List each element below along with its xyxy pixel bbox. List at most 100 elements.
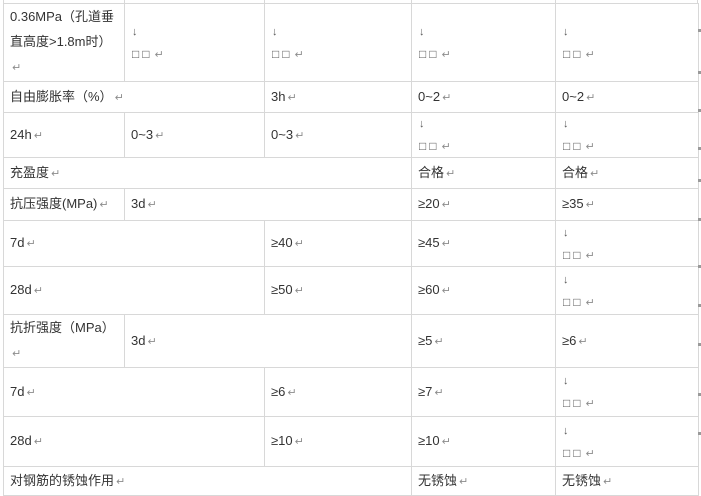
cell-value[interactable]: ≥10 ↵ [411,416,556,467]
cell-036mpa-label[interactable]: 0.36MPa（孔道垂直高度>1.8m时） ↵ [3,3,125,82]
cell-text: ≥10 [271,433,293,448]
cell-linebreak[interactable]: ↓ □□ ↵ [555,112,699,158]
return-mark-icon: ↵ [441,48,451,61]
cell-value[interactable]: ≥45 ↵ [411,220,556,267]
cell-text: ≥5 [418,332,433,348]
cell-value[interactable]: ≥5 ↵ [411,314,556,368]
cell-text: 合格 [418,164,445,180]
cell-text: 充盈度 [10,164,50,180]
cell-text: 0~3 [271,126,294,142]
return-mark-icon: ↵ [585,296,595,309]
row-compressive-3d: 抗压强度(MPa) ↵ 3d ↵ ≥20 ↵ ≥35 ↵ [3,188,699,221]
cell-linebreak[interactable]: ↓ □□ ↵ [264,3,412,82]
return-mark-icon: ↵ [33,436,43,448]
cell-value[interactable]: ≥7 ↵ [411,367,556,417]
cell-value[interactable]: ≥40 ↵ [264,220,412,267]
cell-value[interactable]: ≥6 ↵ [264,367,412,417]
cell-linebreak[interactable]: ↓ □□ ↵ [555,3,699,82]
return-mark-icon: ↵ [12,348,22,360]
cell-28d[interactable]: 28d ↵ [3,266,265,315]
cell-compressive-label[interactable]: 抗压强度(MPa) ↵ [3,188,125,221]
cell-no-corrosion[interactable]: 无锈蚀 ↵ [555,466,699,496]
return-mark-icon: ↵ [441,285,451,297]
cell-text: 抗折强度（MPa） [10,320,115,335]
return-mark-icon: ↵ [590,167,600,180]
return-mark-icon: ↵ [114,91,124,104]
row-end-mark-icon [698,393,701,396]
cell-flexural-label[interactable]: 抗折强度（MPa） ↵ [3,314,125,368]
cell-linebreak[interactable]: ↓ □□ ↵ [411,112,556,158]
line-break-down-icon: ↓ [563,375,569,387]
cell-filling-degree-label[interactable]: 充盈度 ↵ [3,157,412,189]
cell-3d[interactable]: 3d ↵ [124,188,412,221]
cell-linebreak[interactable]: ↓ □□ ↵ [555,416,699,467]
cell-value[interactable]: ≥6 ↵ [555,314,699,368]
cell-value[interactable]: ≥20 ↵ [411,188,556,221]
cell-text: 0~2 [418,88,441,104]
return-mark-icon: ↵ [295,129,305,142]
cell-linebreak[interactable]: ↓ □□ ↵ [555,266,699,315]
cutoff-row-border [124,0,125,3]
line-break-down-icon: ↓ [563,25,569,38]
cell-linebreak[interactable]: ↓ □□ ↵ [124,3,265,82]
cell-text: 7d [10,235,25,250]
cell-text: ≥45 [418,235,440,250]
return-mark-icon: ↵ [294,48,304,61]
cell-value[interactable]: ≥10 ↵ [264,416,412,467]
cutoff-row-border [555,0,556,3]
return-mark-icon: ↵ [12,62,22,74]
cell-text: ≥6 [271,383,286,399]
cell-value[interactable]: 0~2 ↵ [555,81,699,113]
cell-linebreak[interactable]: ↓ □□ ↵ [555,367,699,417]
cell-text: 无锈蚀 [418,472,458,488]
return-mark-icon: ↵ [294,436,304,448]
return-mark-icon: ↵ [434,386,444,399]
cell-value[interactable]: ≥35 ↵ [555,188,699,221]
cell-28d[interactable]: 28d ↵ [3,416,265,467]
cell-text: 28d [10,433,32,448]
row-end-mark-icon [698,71,701,74]
cell-24h[interactable]: 24h ↵ [3,112,125,158]
cell-linebreak[interactable]: ↓ □□ ↵ [555,220,699,267]
cell-3h[interactable]: 3h ↵ [264,81,412,113]
line-break-down-icon: ↓ [132,25,138,38]
line-break-down-icon: ↓ [563,118,569,130]
cell-qualified[interactable]: 合格 ↵ [555,157,699,189]
cutoff-row-border [264,0,265,3]
row-flexural-3d: 抗折强度（MPa） ↵ 3d ↵ ≥5 ↵ ≥6 ↵ [3,314,699,368]
cell-value[interactable]: 0~2 ↵ [411,81,556,113]
cell-qualified[interactable]: 合格 ↵ [411,157,556,189]
return-mark-icon: ↵ [585,249,595,262]
cutoff-row-border [3,0,4,3]
missing-glyph-boxes: □□ [419,46,440,61]
line-break-down-icon: ↓ [563,424,569,437]
cell-text: ≥35 [562,196,584,211]
cell-text: 3h [271,88,286,104]
cell-text: 合格 [562,164,589,180]
row-end-mark-icon [698,343,701,346]
cell-corrosion-label[interactable]: 对钢筋的锈蚀作用 ↵ [3,466,412,496]
return-mark-icon: ↵ [585,447,595,460]
missing-glyph-boxes: □□ [563,294,584,309]
return-mark-icon: ↵ [294,285,304,297]
cell-value[interactable]: 0~3 ↵ [264,112,412,158]
cell-value[interactable]: ≥60 ↵ [411,266,556,315]
cell-no-corrosion[interactable]: 无锈蚀 ↵ [411,466,556,496]
line-break-down-icon: ↓ [419,118,425,130]
row-flexural-7d: 7d ↵ ≥6 ↵ ≥7 ↵ ↓ □□ ↵ [3,367,699,417]
cell-value[interactable]: ≥50 ↵ [264,266,412,315]
return-mark-icon: ↵ [26,238,36,250]
cell-text: 0.36MPa（孔道垂直高度>1.8m时） [10,9,115,49]
cell-3d[interactable]: 3d ↵ [124,314,412,368]
cell-value[interactable]: 0~3 ↵ [124,112,265,158]
cell-7d[interactable]: 7d ↵ [3,220,265,267]
return-mark-icon: ↵ [441,238,451,250]
cell-text: 0~3 [131,126,154,142]
missing-glyph-boxes: □□ [563,396,584,410]
line-break-down-icon: ↓ [563,273,569,286]
missing-glyph-boxes: □□ [563,445,584,460]
document-table: 0.36MPa（孔道垂直高度>1.8m时）↵ ↓ □□ ↵ ↓ □□ ↵ ↓ □□ ↵… [3,3,699,496]
cell-7d[interactable]: 7d ↵ [3,367,265,417]
cell-free-expansion-label[interactable]: 自由膨胀率（%） ↵ [3,81,265,113]
cell-linebreak[interactable]: ↓ □□ ↵ [411,3,556,82]
